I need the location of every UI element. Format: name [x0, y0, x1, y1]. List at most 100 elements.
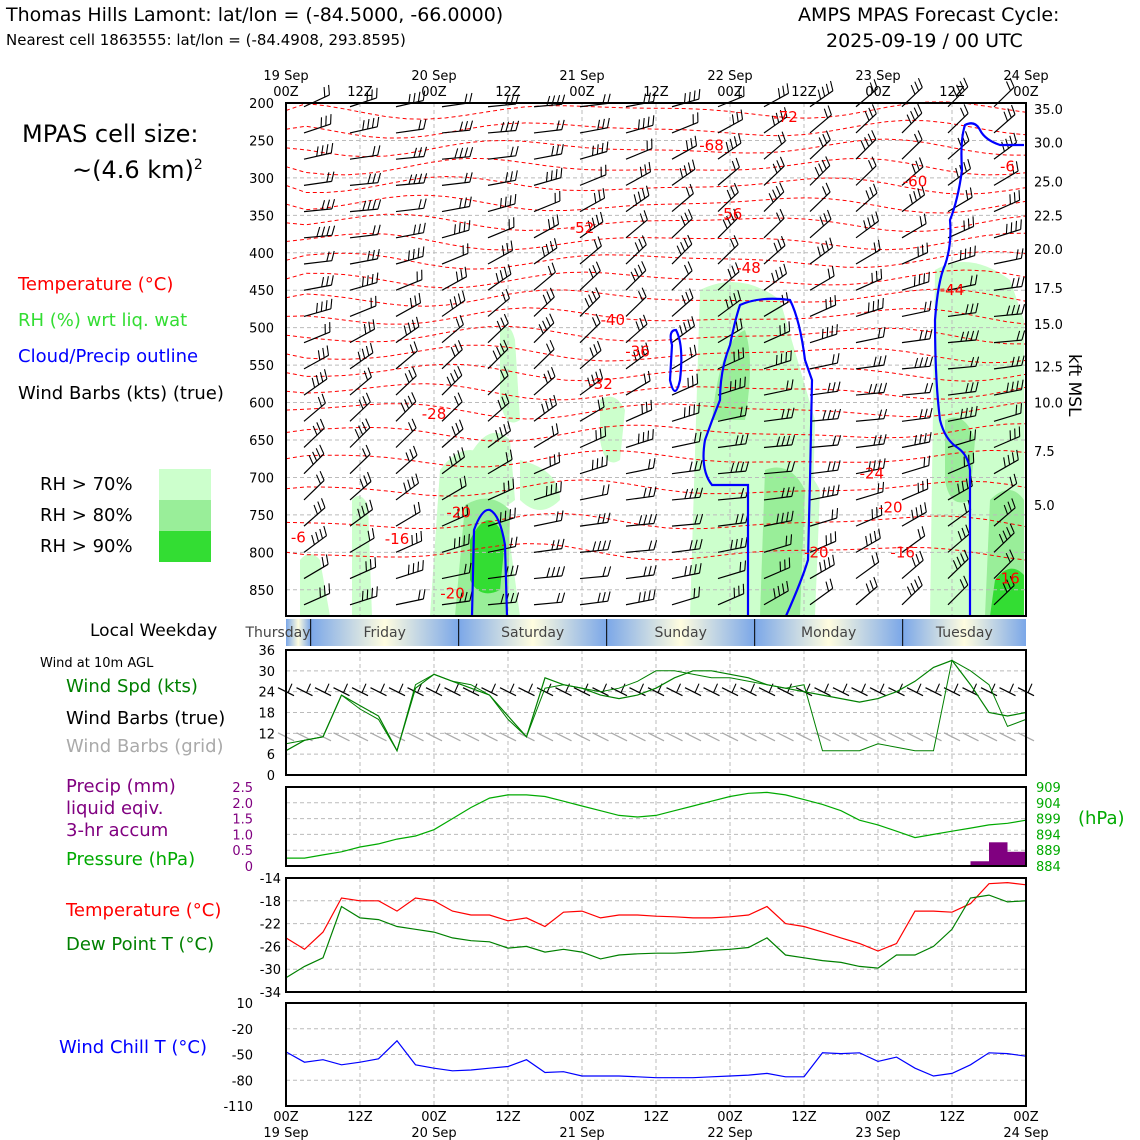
- wind-barb-feather: [322, 347, 325, 358]
- wind-barb-feather: [407, 564, 410, 575]
- wind-barb: [395, 155, 424, 160]
- wind-barb-feather: [643, 210, 648, 220]
- wind-barb: [349, 208, 378, 213]
- surface-wind-barb-feather: [583, 683, 589, 693]
- rh-region: [760, 467, 805, 616]
- wind-barb-feather: [744, 560, 747, 571]
- wind-barb-feather: [468, 220, 471, 231]
- wind-barb-feather: [417, 91, 421, 102]
- wind-barb-feather: [964, 248, 967, 259]
- wind-barb: [809, 246, 833, 265]
- wind-barb-feather: [551, 540, 555, 551]
- rh-legend-80: RH > 80%: [40, 505, 133, 526]
- wind-barb-feather: [547, 265, 553, 276]
- wind-barb: [993, 228, 1021, 239]
- wind-barb-feather: [317, 501, 322, 512]
- wind-barb-feather: [499, 270, 504, 281]
- wind-barb-feather: [361, 421, 367, 432]
- wind-barb-feather: [694, 514, 699, 525]
- temperature-contour-label: -48: [736, 259, 761, 277]
- wind-barb-feather: [561, 592, 566, 603]
- wind-barb: [303, 402, 326, 422]
- surface-wind-barb: [943, 687, 961, 697]
- surface-wind-barb-feather: [749, 683, 756, 693]
- wind-barb-feather: [928, 432, 932, 443]
- wind-speed-label: Wind Spd (kts): [66, 676, 198, 697]
- wind-barb-feather: [372, 199, 377, 210]
- wind-barb-feather: [917, 103, 923, 114]
- pressure-line: [286, 791, 1027, 859]
- pressure-tick-label: 750: [249, 509, 274, 524]
- surface-wind-barb: [906, 687, 924, 697]
- wind-barb-feather: [315, 474, 322, 485]
- wind-barb-feather: [464, 147, 469, 158]
- wind-barb-feather: [827, 409, 832, 420]
- wind-barb-feather: [549, 313, 555, 324]
- wind-barb-feather: [315, 531, 320, 542]
- wind-barb: [395, 128, 424, 134]
- wind-barb-feather: [928, 300, 932, 311]
- wind-barb-feather: [729, 381, 732, 392]
- wind-barb-feather: [733, 351, 735, 362]
- wind-tick-label: 6: [267, 748, 275, 763]
- wind-barb: [625, 323, 648, 344]
- wind-barb-feather: [775, 354, 778, 365]
- surface-wind-barb: [444, 687, 461, 697]
- wind-barb-feather: [499, 198, 502, 209]
- wind-barb: [901, 338, 930, 344]
- wind-barb-feather: [653, 565, 657, 576]
- wind-barb-feather: [959, 81, 965, 91]
- wind-barb: [441, 374, 463, 396]
- surface-wind-barb: [351, 687, 369, 697]
- pressure-tick-label-right: 904: [1036, 797, 1061, 812]
- wind-barb-feather: [914, 81, 920, 92]
- wind-barb: [579, 521, 608, 527]
- wind-barb-feather: [827, 382, 831, 393]
- wind-barb-feather: [699, 513, 704, 524]
- wind-barb-feather: [1011, 381, 1014, 392]
- grid-wind-barb: [943, 732, 961, 742]
- wind-barb-feather: [786, 83, 790, 94]
- kft-tick-label: 35.0: [1034, 103, 1063, 118]
- wind-barb-feather: [688, 288, 694, 299]
- wind-barb: [763, 140, 786, 160]
- wind-barb-feather: [974, 274, 978, 285]
- wind-barb-feather: [500, 317, 506, 328]
- surface-wind-barb-feather: [731, 683, 737, 693]
- surface-wind-barb: [851, 687, 868, 697]
- surface-wind-barb: [296, 687, 313, 697]
- wind-barb-feather: [463, 475, 467, 486]
- wind-barb-feather: [316, 422, 322, 432]
- wind-barb-feather: [733, 136, 738, 147]
- wind-barb-feather: [400, 402, 406, 413]
- wind-barb: [625, 467, 654, 475]
- wind-barb: [625, 148, 653, 160]
- wind-barb-feather: [919, 330, 923, 341]
- grid-wind-barb: [666, 732, 683, 742]
- wind-barb-feather: [790, 510, 794, 521]
- wind-barb-feather: [403, 482, 407, 493]
- wind-barb-feather: [641, 188, 646, 199]
- wind-barb: [395, 454, 418, 475]
- wind-barb-feather: [372, 225, 376, 236]
- wind-barb-feather: [367, 173, 372, 184]
- wind-barb-feather: [998, 533, 1004, 544]
- wind-barb-feather: [553, 238, 558, 249]
- weekday-band: [606, 619, 755, 646]
- wind-barb-feather: [639, 317, 644, 328]
- wind-barb-feather: [648, 540, 653, 551]
- temp-panel-temperature-label: Temperature (°C): [66, 900, 222, 921]
- wind-barb-feather: [928, 271, 930, 282]
- wind-barb-feather: [832, 485, 835, 496]
- wind-barb-feather: [415, 316, 420, 327]
- grid-wind-barb: [758, 732, 776, 742]
- wind-barb-feather: [652, 589, 656, 600]
- wind-barb-feather: [883, 382, 888, 393]
- wind-barb-feather: [644, 164, 647, 175]
- surface-wind-barb-feather: [879, 683, 885, 693]
- wind-barb-feather: [777, 239, 782, 249]
- wind-barb-feather: [1021, 304, 1026, 314]
- temperature-contour-label: -68: [699, 137, 724, 155]
- wind-barb-feather: [409, 297, 413, 308]
- wind-barb-feather: [917, 188, 922, 199]
